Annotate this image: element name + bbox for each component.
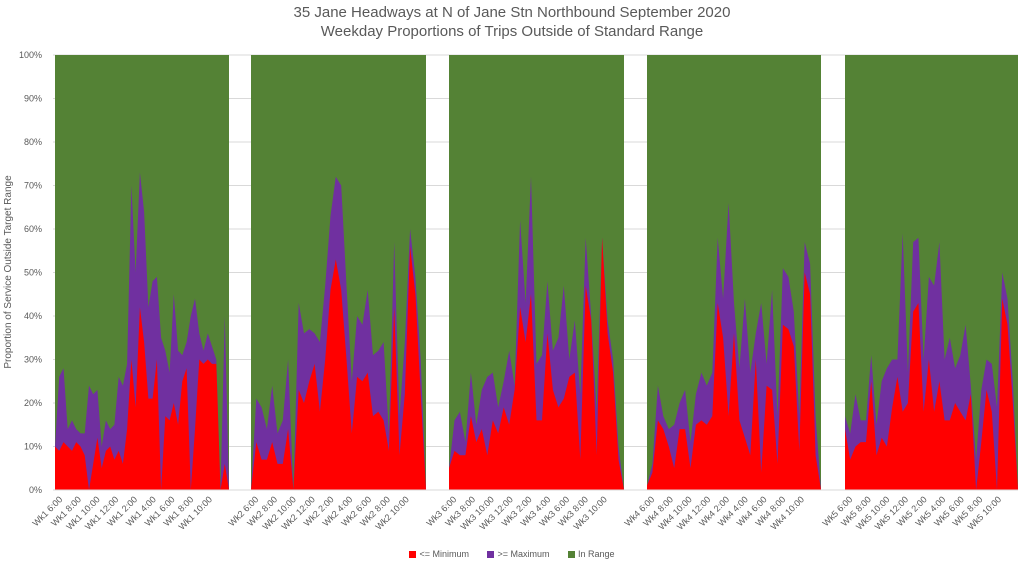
week-group-wk3 (449, 55, 624, 491)
legend-item-minimum: <= Minimum (409, 549, 469, 559)
y-axis-label: Proportion of Service Outside Target Ran… (3, 175, 14, 369)
chart-title: 35 Jane Headways at N of Jane Stn Northb… (293, 4, 731, 21)
legend-label-in-range: In Range (578, 549, 615, 559)
y-axis-ticks: 0% 10% 20% 30% 40% 50% 60% 70% 80% 90% 100% (19, 50, 42, 495)
y-tick-label: 60% (24, 224, 42, 234)
week-group-wk1 (55, 55, 229, 490)
legend-swatch-minimum (409, 550, 417, 558)
legend-item-in-range: In Range (568, 549, 615, 559)
y-tick-label: 10% (24, 442, 42, 452)
minimum-area (647, 272, 821, 490)
y-tick-label: 0% (29, 485, 42, 495)
minimum-area (55, 307, 229, 490)
y-tick-label: 40% (24, 311, 42, 321)
y-tick-label: 100% (19, 50, 42, 60)
minimum-area (845, 298, 1018, 490)
chart-subtitle: Weekday Proportions of Trips Outside of … (320, 23, 704, 40)
y-tick-label: 20% (24, 398, 42, 408)
maximum-area (845, 233, 1018, 490)
maximum-area (449, 176, 624, 491)
week-group-wk2 (251, 55, 426, 491)
week-group-wk4 (647, 55, 821, 490)
plot-areas (53, 55, 1018, 491)
minimum-area (449, 237, 624, 490)
y-tick-label: 80% (24, 137, 42, 147)
y-tick-label: 30% (24, 355, 42, 365)
y-tick-label: 50% (24, 268, 42, 278)
legend-label-maximum: >= Maximum (497, 549, 550, 559)
legend-swatch-maximum (487, 550, 495, 558)
y-tick-label: 70% (24, 181, 42, 191)
legend-swatch-in-range (568, 550, 576, 558)
y-tick-label: 90% (24, 94, 42, 104)
legend: <= Minimum >= Maximum In Range (0, 549, 1024, 559)
week-group-wk5 (845, 55, 1018, 490)
minimum-area (251, 246, 426, 490)
legend-label-minimum: <= Minimum (419, 549, 469, 559)
legend-item-maximum: >= Maximum (487, 549, 550, 559)
